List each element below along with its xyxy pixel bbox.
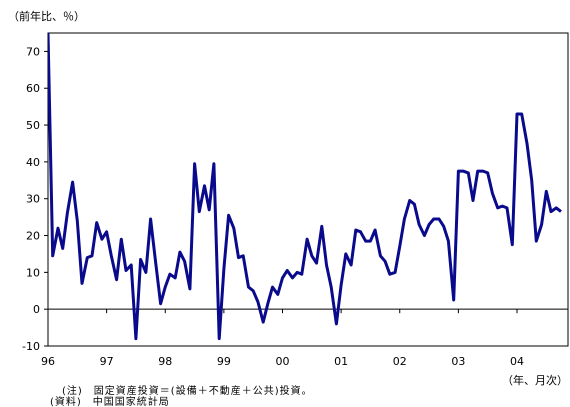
y-tick-label: 20 (26, 230, 40, 243)
y-tick-label: 50 (26, 119, 40, 132)
y-tick-label: 30 (26, 193, 40, 206)
y-tick-label: 70 (26, 45, 40, 58)
x-tick-label: 98 (158, 355, 172, 368)
x-tick-label: 01 (334, 355, 348, 368)
y-tick-label: 0 (33, 303, 40, 316)
y-tick-label: 60 (26, 82, 40, 95)
x-tick-label: 02 (393, 355, 407, 368)
y-tick-label: 40 (26, 156, 40, 169)
x-tick-label: 00 (275, 355, 289, 368)
x-axis-ticks: 96 97 98 99 00 01 02 03 04 (41, 309, 524, 368)
x-tick-label: 99 (217, 355, 231, 368)
source-line: (資料) 中国国家統計局 (50, 395, 170, 407)
y-tick-label: 10 (26, 266, 40, 279)
note-line: (注) 固定資産投資＝(設備＋不動産＋公共)投資。 (62, 384, 313, 397)
x-tick-label: 04 (510, 355, 524, 368)
plot-frame (47, 32, 569, 347)
series-layer (48, 33, 562, 341)
y-axis-label: （前年比、％） (8, 9, 85, 23)
x-tick-label: 03 (451, 355, 465, 368)
x-tick-label: 96 (41, 355, 55, 368)
series-line (48, 33, 562, 341)
y-axis-ticks: -10 0 10 20 30 40 50 60 70 (22, 45, 48, 353)
x-axis-label: （年、月次） (502, 373, 568, 387)
x-tick-label: 97 (100, 355, 114, 368)
y-tick-label: -10 (22, 340, 40, 353)
